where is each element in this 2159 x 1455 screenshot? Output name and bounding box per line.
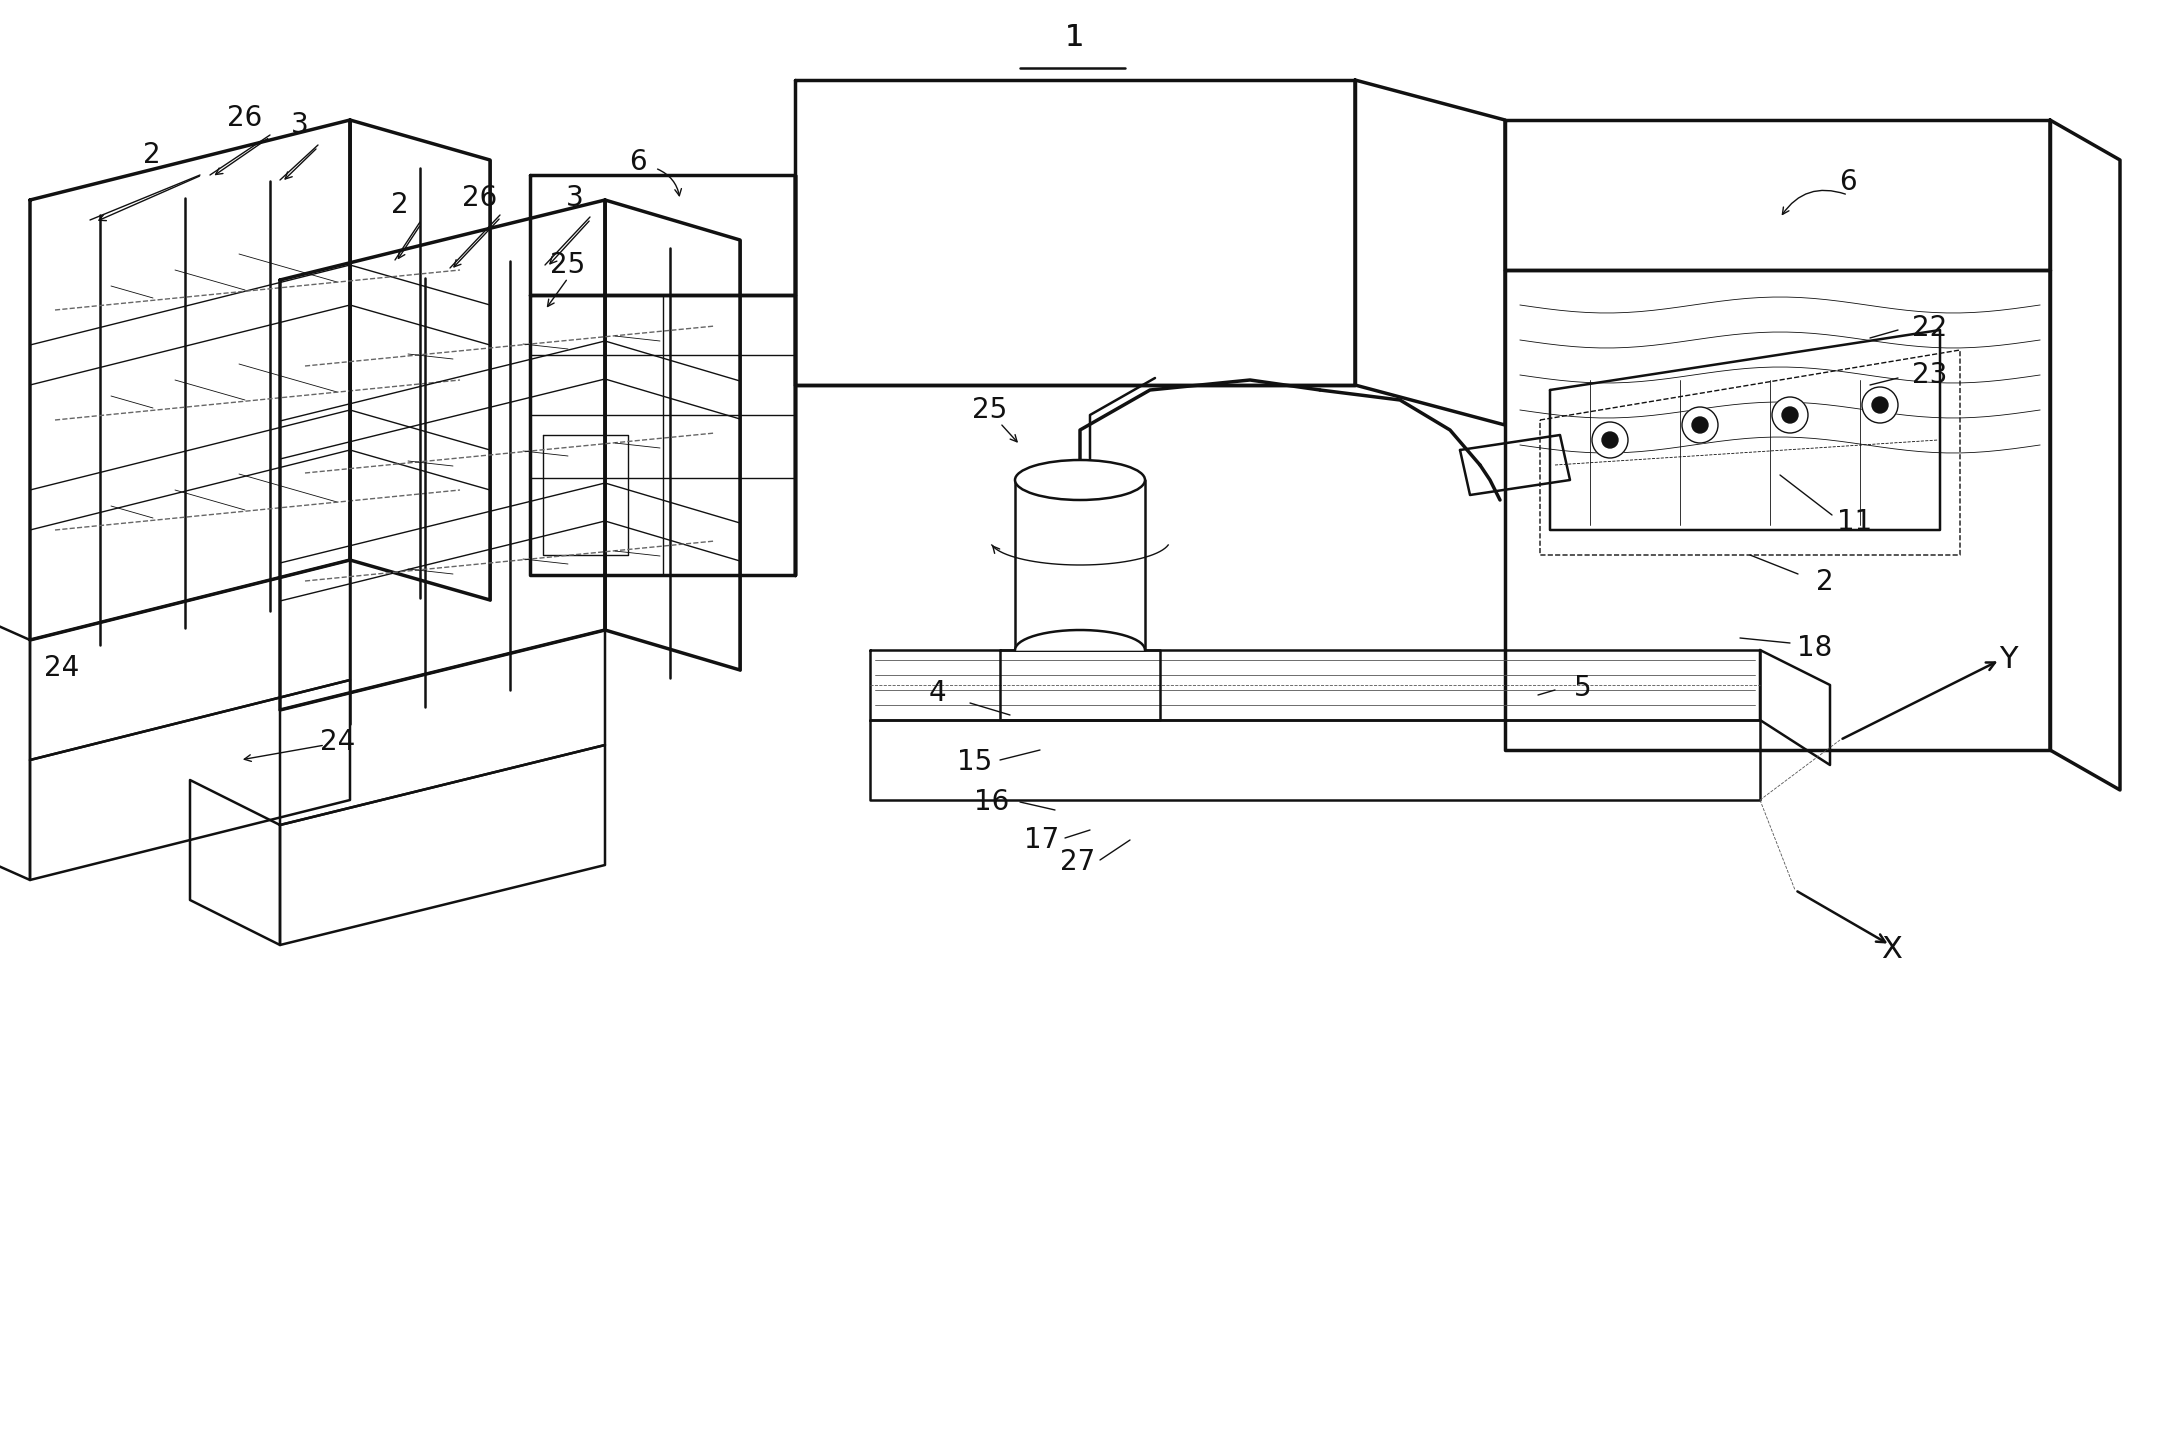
Text: 16: 16 <box>974 789 1010 816</box>
Polygon shape <box>1015 480 1144 650</box>
Polygon shape <box>795 80 1356 386</box>
Text: 26: 26 <box>462 183 497 212</box>
Text: 4: 4 <box>928 679 946 707</box>
Text: 22: 22 <box>1913 314 1947 342</box>
Circle shape <box>1773 397 1807 434</box>
Text: 15: 15 <box>956 748 993 776</box>
Circle shape <box>1682 407 1719 442</box>
Polygon shape <box>1015 630 1144 650</box>
Text: 26: 26 <box>227 103 263 132</box>
Text: 25: 25 <box>551 252 585 279</box>
Circle shape <box>1872 397 1887 413</box>
Circle shape <box>1693 418 1708 434</box>
Text: 1: 1 <box>1064 23 1084 52</box>
Text: 2: 2 <box>1816 567 1833 597</box>
Polygon shape <box>1356 80 1505 425</box>
Polygon shape <box>1505 271 2051 749</box>
Polygon shape <box>1459 435 1570 495</box>
Polygon shape <box>2051 119 2120 790</box>
Polygon shape <box>30 119 350 640</box>
Text: 6: 6 <box>628 148 648 176</box>
Polygon shape <box>544 435 628 554</box>
Polygon shape <box>1539 351 1960 554</box>
Polygon shape <box>1760 650 1831 765</box>
Polygon shape <box>281 199 605 710</box>
Polygon shape <box>529 175 795 295</box>
Text: 23: 23 <box>1913 361 1947 388</box>
Text: 27: 27 <box>1060 848 1095 876</box>
Polygon shape <box>605 199 741 669</box>
Text: Y: Y <box>1999 646 2017 675</box>
Text: 25: 25 <box>972 396 1008 423</box>
Circle shape <box>1591 422 1628 458</box>
Text: 6: 6 <box>1839 167 1857 196</box>
Polygon shape <box>870 650 1760 720</box>
Text: 24: 24 <box>320 728 356 757</box>
Polygon shape <box>1550 330 1941 530</box>
Polygon shape <box>190 780 281 944</box>
Polygon shape <box>529 295 795 575</box>
Polygon shape <box>281 630 605 825</box>
Polygon shape <box>30 560 350 760</box>
Polygon shape <box>350 119 490 599</box>
Text: 24: 24 <box>45 653 80 682</box>
Polygon shape <box>30 679 350 880</box>
Text: X: X <box>1880 936 1902 965</box>
Polygon shape <box>870 720 1760 800</box>
Polygon shape <box>1505 119 2051 271</box>
Text: 17: 17 <box>1023 826 1060 854</box>
Circle shape <box>1781 407 1798 423</box>
Polygon shape <box>0 599 30 880</box>
Text: 2: 2 <box>142 141 160 169</box>
Text: 2: 2 <box>391 191 408 220</box>
Circle shape <box>1861 387 1898 423</box>
Circle shape <box>1602 432 1617 448</box>
Text: 3: 3 <box>291 111 309 140</box>
Ellipse shape <box>1015 460 1144 501</box>
Text: 3: 3 <box>566 183 583 212</box>
Polygon shape <box>1000 650 1159 720</box>
Text: 5: 5 <box>1574 674 1591 701</box>
Polygon shape <box>281 745 605 944</box>
Text: 1: 1 <box>1064 23 1084 52</box>
Text: 18: 18 <box>1798 634 1833 662</box>
Text: 11: 11 <box>1837 508 1872 535</box>
